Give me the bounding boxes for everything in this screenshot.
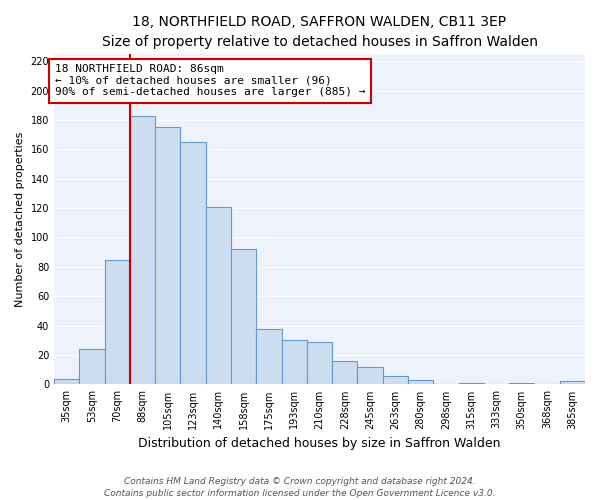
Bar — [560, 382, 585, 384]
Bar — [231, 250, 256, 384]
Bar — [130, 116, 155, 384]
X-axis label: Distribution of detached houses by size in Saffron Walden: Distribution of detached houses by size … — [138, 437, 501, 450]
Bar — [281, 340, 307, 384]
Bar — [509, 383, 535, 384]
Bar — [383, 376, 408, 384]
Text: Contains HM Land Registry data © Crown copyright and database right 2024.
Contai: Contains HM Land Registry data © Crown c… — [104, 476, 496, 498]
Y-axis label: Number of detached properties: Number of detached properties — [15, 132, 25, 307]
Bar — [54, 378, 79, 384]
Bar — [104, 260, 130, 384]
Bar — [206, 206, 231, 384]
Bar — [358, 367, 383, 384]
Bar — [307, 342, 332, 384]
Bar — [256, 328, 281, 384]
Bar — [155, 128, 181, 384]
Bar — [332, 361, 358, 384]
Bar — [458, 383, 484, 384]
Bar — [408, 380, 433, 384]
Bar — [79, 349, 104, 384]
Bar — [181, 142, 206, 384]
Title: 18, NORTHFIELD ROAD, SAFFRON WALDEN, CB11 3EP
Size of property relative to detac: 18, NORTHFIELD ROAD, SAFFRON WALDEN, CB1… — [101, 15, 538, 48]
Text: 18 NORTHFIELD ROAD: 86sqm
← 10% of detached houses are smaller (96)
90% of semi-: 18 NORTHFIELD ROAD: 86sqm ← 10% of detac… — [55, 64, 365, 98]
